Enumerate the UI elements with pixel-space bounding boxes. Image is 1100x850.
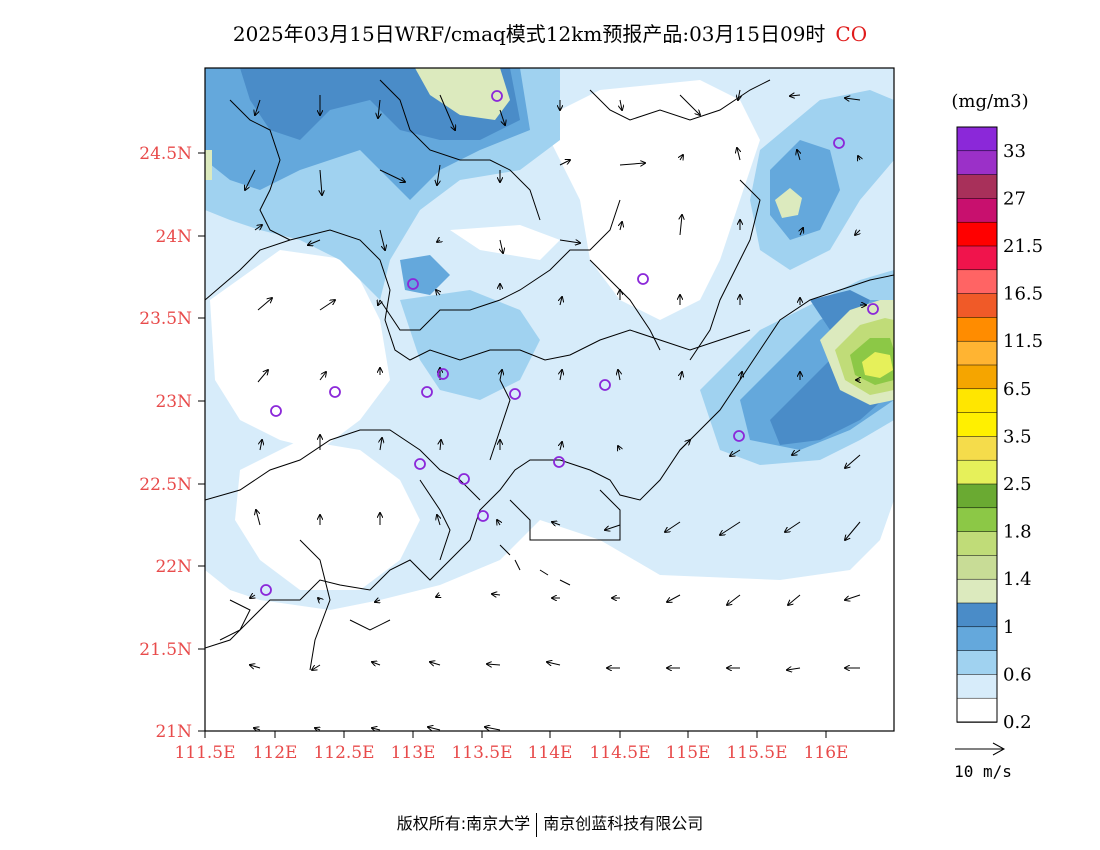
colorbar-swatch	[956, 221, 998, 247]
circle-icon	[509, 388, 521, 400]
colorbar-swatch	[956, 388, 998, 414]
colorbar-label: 2.5	[1003, 474, 1032, 495]
circle-icon	[437, 368, 449, 380]
colorbar-unit: (mg/m3)	[951, 91, 1028, 112]
colorbar	[956, 126, 998, 723]
wind-reference: 10 m/s	[954, 742, 1012, 781]
colorbar-swatch	[956, 626, 998, 652]
lat-label: 22.5N	[139, 475, 192, 495]
colorbar-swatch	[956, 269, 998, 295]
lat-label: 24N	[155, 227, 192, 247]
circle-icon	[477, 510, 489, 522]
colorbar-label: 33	[1003, 141, 1026, 162]
colorbar-swatch	[956, 150, 998, 176]
colorbar-label: 1	[1003, 617, 1014, 638]
lon-label: 113E	[391, 743, 436, 763]
footer-divider	[536, 812, 538, 837]
lat-label: 22N	[155, 557, 192, 577]
wind-reference-label: 10 m/s	[954, 762, 1012, 781]
colorbar-swatch	[956, 578, 998, 604]
copyright-text: 版权所有:南京大学	[396, 814, 531, 833]
coastline	[205, 79, 894, 671]
colorbar-swatch	[956, 245, 998, 271]
circle-icon	[637, 273, 649, 285]
colorbar-swatch	[956, 364, 998, 390]
colorbar-label: 27	[1003, 188, 1026, 209]
lon-label: 114.5E	[589, 743, 650, 763]
colorbar-label: 6.5	[1003, 379, 1032, 400]
lon-ticks	[204, 731, 827, 738]
colorbar-swatch	[956, 198, 998, 223]
colorbar-swatch	[956, 317, 998, 342]
circle-icon	[329, 386, 341, 398]
colorbar-swatch	[956, 412, 998, 438]
lat-label: 23.5N	[139, 309, 192, 329]
circle-icon	[414, 458, 426, 470]
colorbar-swatch	[956, 650, 998, 676]
circle-icon	[733, 430, 745, 442]
lon-label: 111.5E	[174, 743, 235, 763]
lon-label: 115.5E	[726, 743, 787, 763]
circle-icon	[458, 473, 470, 485]
wind-vectors	[245, 89, 866, 730]
station-markers	[260, 90, 879, 596]
circle-icon	[491, 90, 503, 102]
colorbar-swatch	[956, 293, 998, 319]
colorbar-swatch	[956, 697, 998, 723]
lon-label: 112.5E	[313, 743, 374, 763]
colorbar-label: 0.2	[1003, 712, 1032, 733]
company-text: 南京创蓝科技有限公司	[543, 814, 704, 833]
lat-ticks	[198, 152, 205, 732]
circle-icon	[553, 456, 565, 468]
lon-label: 116E	[804, 743, 849, 763]
circle-icon	[599, 379, 611, 391]
lat-label: 23N	[155, 392, 192, 412]
colorbar-frame	[956, 126, 998, 723]
circle-icon	[421, 386, 433, 398]
colorbar-swatch	[956, 483, 998, 509]
colorbar-label: 11.5	[1003, 331, 1043, 352]
circle-icon	[270, 405, 282, 417]
lon-label: 114E	[528, 743, 573, 763]
lat-label: 24.5N	[139, 144, 192, 164]
colorbar-swatch	[956, 174, 998, 200]
title-main: 2025年03月15日WRF/cmaq模式12km预报产品:03月15日09时	[232, 22, 826, 46]
lon-label: 113.5E	[451, 743, 512, 763]
circle-icon	[867, 303, 879, 315]
circle-icon	[833, 137, 845, 149]
lon-label: 112E	[253, 743, 298, 763]
colorbar-label: 16.5	[1003, 284, 1043, 305]
colorbar-swatch	[956, 674, 998, 699]
colorbar-label: 21.5	[1003, 236, 1043, 257]
colorbar-label: 3.5	[1003, 426, 1032, 447]
chart-title: 2025年03月15日WRF/cmaq模式12km预报产品:03月15日09时 C…	[0, 18, 1100, 47]
circle-icon	[407, 278, 419, 290]
lat-label: 21N	[155, 722, 192, 742]
title-variable: CO	[835, 22, 868, 46]
colorbar-swatch	[956, 531, 998, 557]
colorbar-swatch	[956, 555, 998, 580]
lat-label: 21.5N	[139, 640, 192, 660]
arrow-head	[992, 742, 1006, 756]
circle-icon	[260, 584, 272, 596]
colorbar-swatch	[956, 340, 998, 366]
colorbar-swatch	[956, 507, 998, 533]
colorbar-swatch	[956, 459, 998, 485]
colorbar-labels: 33 27 21.5 16.5 11.5 6.5 3.5 2.5 1.8 1.4 1 0.6 0.2	[1003, 141, 1043, 733]
co-concentration-field	[205, 68, 894, 610]
colorbar-label: 1.4	[1003, 569, 1032, 590]
colorbar-swatch	[956, 602, 998, 628]
lon-label: 115E	[666, 743, 711, 763]
colorbar-swatch	[956, 126, 998, 152]
colorbar-swatch	[956, 436, 998, 461]
footer: 版权所有:南京大学 南京创蓝科技有限公司	[0, 810, 1100, 837]
colorbar-label: 1.8	[1003, 522, 1032, 543]
colorbar-label: 0.6	[1003, 664, 1032, 685]
